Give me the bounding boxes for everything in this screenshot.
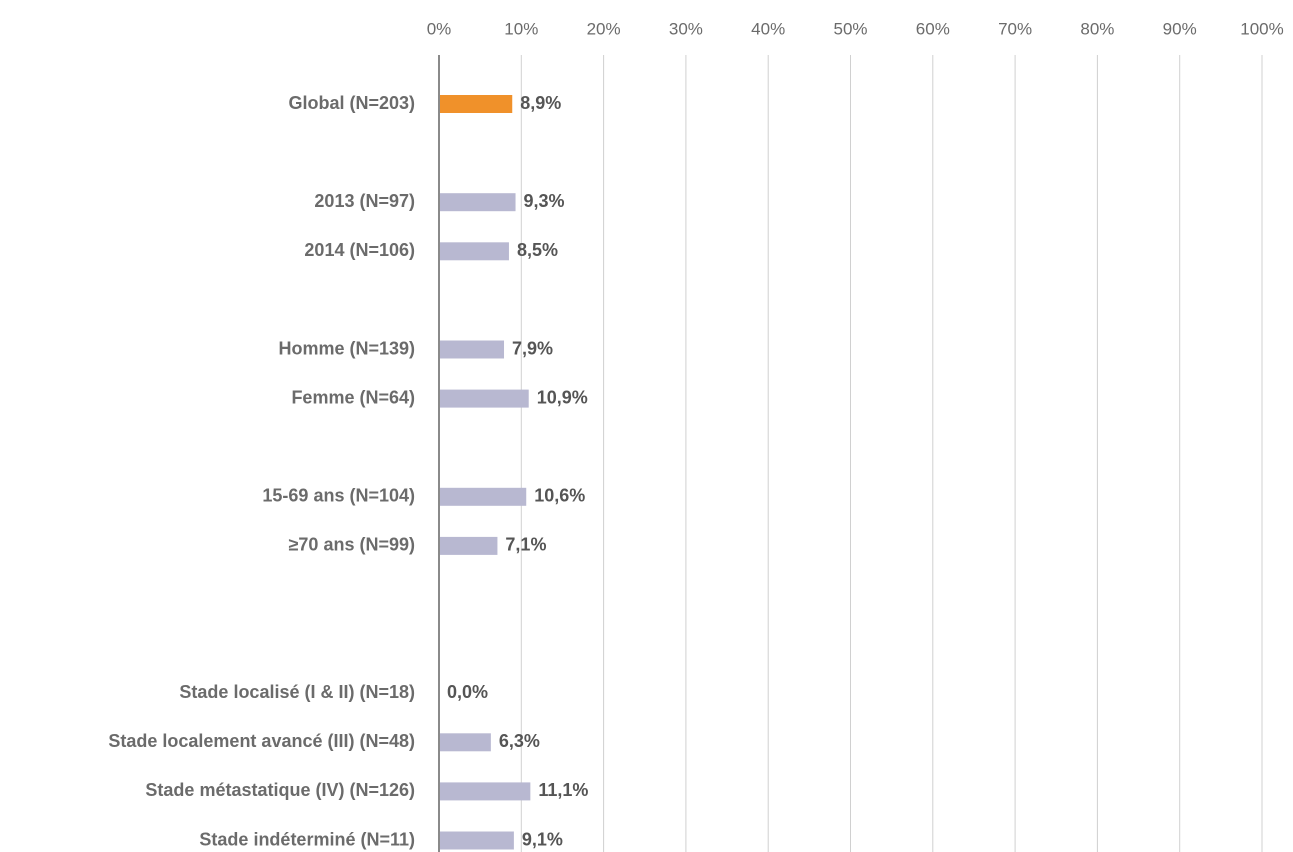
bar (439, 536, 498, 555)
bar (439, 389, 529, 408)
category-label: ≥70 ans (N=99) (289, 535, 415, 555)
x-tick-label: 80% (1080, 19, 1114, 38)
x-tick-label: 30% (669, 19, 703, 38)
bar (439, 340, 505, 359)
category-label: Global (N=203) (288, 93, 415, 113)
value-label: 7,9% (512, 338, 553, 358)
x-tick-label: 0% (427, 19, 452, 38)
bar (439, 831, 514, 850)
bar (439, 782, 531, 801)
x-tick-label: 90% (1163, 19, 1197, 38)
bar (439, 733, 491, 752)
x-tick-label: 10% (504, 19, 538, 38)
bar (439, 242, 509, 261)
x-tick-label: 100% (1240, 19, 1283, 38)
category-label: Femme (N=64) (291, 387, 415, 407)
x-tick-label: 60% (916, 19, 950, 38)
category-label: Stade localisé (I & II) (N=18) (179, 682, 415, 702)
value-label: 10,6% (534, 486, 585, 506)
x-tick-label: 50% (833, 19, 867, 38)
category-label: Stade indéterminé (N=11) (199, 829, 415, 849)
category-label: Stade métastatique (IV) (N=126) (145, 780, 415, 800)
x-tick-label: 20% (587, 19, 621, 38)
value-label: 11,1% (538, 780, 588, 800)
value-label: 10,9% (537, 387, 588, 407)
value-label: 6,3% (499, 731, 540, 751)
x-tick-label: 40% (751, 19, 785, 38)
category-label: 2013 (N=97) (314, 191, 415, 211)
value-label: 9,3% (524, 191, 565, 211)
bar (439, 487, 527, 506)
category-label: Homme (N=139) (278, 338, 415, 358)
value-label: 9,1% (522, 829, 563, 849)
value-label: 7,1% (505, 535, 546, 555)
bar (439, 193, 516, 212)
category-label: 15-69 ans (N=104) (262, 486, 415, 506)
value-label: 8,5% (517, 240, 558, 260)
value-label: 8,9% (520, 93, 561, 113)
x-tick-label: 70% (998, 19, 1032, 38)
value-label: 0,0% (447, 682, 488, 702)
category-label: 2014 (N=106) (304, 240, 415, 260)
bar (439, 95, 513, 113)
category-label: Stade localement avancé (III) (N=48) (108, 731, 415, 751)
